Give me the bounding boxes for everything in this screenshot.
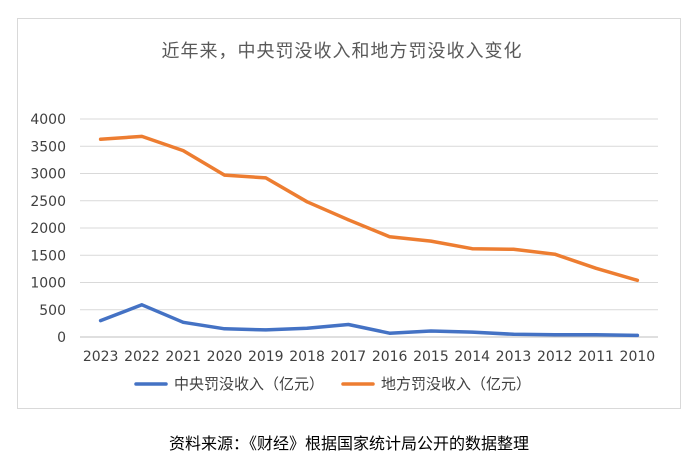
data-point <box>429 239 433 243</box>
series-line-0 <box>98 303 640 338</box>
x-tick-label: 2014 <box>454 349 490 365</box>
x-tick-label: 2018 <box>289 349 325 365</box>
y-tick-label: 2000 <box>30 221 66 237</box>
y-tick-label: 3500 <box>30 139 66 155</box>
data-point <box>388 331 392 335</box>
data-point <box>512 247 515 251</box>
data-point <box>346 322 350 326</box>
series-lines <box>98 134 640 338</box>
data-point <box>553 333 557 337</box>
data-point <box>594 266 598 270</box>
data-point <box>140 303 144 307</box>
data-point <box>470 247 474 251</box>
y-tick-label: 2500 <box>30 194 66 210</box>
source-note: 资料来源：《财经》根据国家统计局公开的数据整理 <box>168 434 529 453</box>
chart-title: 近年来，中央罚没收入和地方罚没收入变化 <box>162 41 523 62</box>
y-axis-tick-labels: 0 500 1000 1500 2000 2500 3000 3500 4000 <box>30 112 66 346</box>
x-axis-tick-labels: 2023 2022 2021 2020 2019 2018 2017 2016 2015 2014… <box>83 349 655 365</box>
data-point <box>635 333 639 337</box>
data-point <box>223 327 226 331</box>
x-tick-label: 2011 <box>578 349 614 365</box>
y-tick-label: 500 <box>39 303 66 319</box>
legend: 中央罚没收入（亿元） 地方罚没收入（亿元） <box>134 375 531 393</box>
y-tick-label: 1000 <box>30 276 66 292</box>
chart-container: 近年来，中央罚没收入和地方罚没收入变化 0 500 1000 1500 2000 2500… <box>17 18 681 409</box>
x-tick-label: 2013 <box>496 349 532 365</box>
x-tick-label: 2017 <box>331 349 367 365</box>
data-point <box>553 252 557 256</box>
data-point <box>305 326 309 330</box>
data-point <box>99 137 103 141</box>
data-point <box>429 329 433 333</box>
x-tick-label: 2022 <box>124 349 160 365</box>
data-point <box>388 235 392 239</box>
y-tick-label: 0 <box>57 330 66 346</box>
legend-label-1: 地方罚没收入（亿元） <box>381 375 531 393</box>
data-point <box>264 176 268 180</box>
data-point <box>594 333 598 337</box>
data-point <box>346 218 350 222</box>
data-point <box>223 173 226 177</box>
data-point <box>635 278 639 282</box>
x-tick-label: 2010 <box>620 349 656 365</box>
x-tick-label: 2012 <box>537 349 573 365</box>
legend-label-0: 中央罚没收入（亿元） <box>174 375 324 393</box>
data-point <box>181 320 185 324</box>
x-tick-label: 2016 <box>372 349 408 365</box>
data-point <box>99 319 103 323</box>
x-tick-label: 2019 <box>248 349 284 365</box>
data-point <box>181 149 185 153</box>
x-tick-label: 2023 <box>83 349 119 365</box>
data-point <box>470 330 474 334</box>
x-tick-label: 2015 <box>413 349 449 365</box>
line-chart: 近年来，中央罚没收入和地方罚没收入变化 0 500 1000 1500 2000 2500… <box>30 41 658 393</box>
x-tick-label: 2021 <box>165 349 201 365</box>
series-line-1 <box>98 134 640 283</box>
data-point <box>305 200 309 204</box>
x-tick-label: 2020 <box>207 349 243 365</box>
y-tick-label: 3000 <box>30 167 66 183</box>
data-point <box>140 134 144 138</box>
y-tick-label: 4000 <box>30 112 66 128</box>
data-point <box>264 328 268 332</box>
y-tick-label: 1500 <box>30 248 66 264</box>
data-point <box>512 332 515 336</box>
